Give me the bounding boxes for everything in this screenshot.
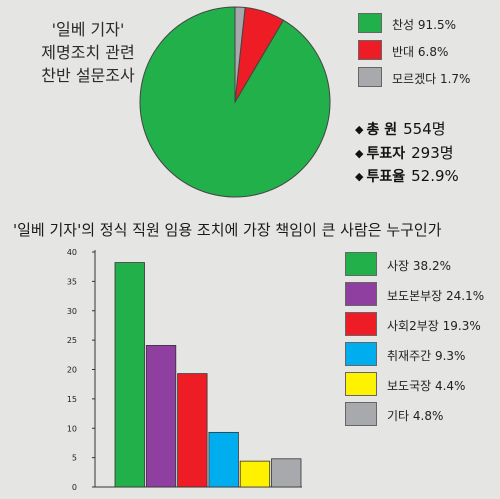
y-tick-label: 20: [67, 366, 77, 375]
legend-label: 보도본부장 24.1%: [387, 289, 485, 303]
pie-title-line: '일베 기자': [51, 20, 125, 39]
legend-label: 반대 6.8%: [392, 45, 449, 59]
stat-row-voters: ◆ 투표자 293명: [355, 142, 459, 166]
bar: [208, 431, 239, 488]
y-tick-label: 0: [72, 483, 77, 492]
legend-swatch: [358, 67, 382, 87]
bar: [177, 373, 208, 488]
legend-swatch: [345, 372, 377, 396]
stat-value: 293명: [411, 144, 454, 162]
stat-value: 554명: [403, 120, 446, 138]
y-tick-label: 40: [67, 248, 77, 257]
legend-swatch: [358, 40, 382, 60]
y-tick-label: 5: [72, 454, 77, 463]
stat-value: 52.9%: [411, 167, 459, 185]
legend-swatch: [345, 402, 377, 426]
pie-chart-title: '일베 기자' 제명조치 관련 찬반 설문조사: [32, 18, 144, 87]
pie-chart-svg: [139, 6, 331, 198]
bar: [145, 345, 177, 488]
legend-swatch: [345, 342, 377, 366]
legend-swatch: [345, 312, 377, 336]
stat-label: 투표율: [366, 169, 406, 185]
vote-stats: ◆ 총 원 554명 ◆ 투표자 293명 ◆ 투표율 52.9%: [355, 118, 459, 190]
y-tick-label: 10: [67, 424, 77, 433]
stat-label: 총 원: [366, 122, 398, 138]
bar-chart-svg: 0 5 10 15 20 25 30 35 40: [67, 248, 302, 492]
bar: [271, 458, 302, 488]
pie-chart: [134, 3, 334, 200]
y-tick-label: 15: [67, 395, 77, 404]
legend-label: 기타 4.8%: [387, 409, 444, 423]
legend-swatch: [345, 282, 377, 306]
pie-slice: [234, 6, 246, 103]
pie-title-line: 찬반 설문조사: [41, 66, 135, 85]
bar-chart: 0 5 10 15 20 25 30 35 40: [40, 245, 310, 495]
legend-label: 모르겠다 1.7%: [392, 72, 471, 86]
diamond-bullet-icon: ◆: [355, 170, 364, 183]
y-tick-label: 25: [67, 336, 77, 345]
legend-label: 사장 38.2%: [387, 259, 452, 273]
bar-chart-title: '일베 기자'의 정식 직원 임용 조치에 가장 책임이 큰 사람은 누구인가: [13, 221, 442, 239]
pie-title-line: 제명조치 관련: [41, 43, 135, 62]
stat-row-total: ◆ 총 원 554명: [355, 118, 459, 142]
legend-swatch: [345, 252, 377, 276]
stat-label: 투표자: [366, 146, 406, 162]
bar: [239, 460, 271, 488]
diamond-bullet-icon: ◆: [355, 147, 364, 160]
legend-label: 취재주간 9.3%: [387, 349, 466, 363]
bar: [114, 262, 145, 488]
y-tick-label: 30: [67, 307, 77, 316]
diamond-bullet-icon: ◆: [355, 123, 364, 136]
y-tick-label: 35: [67, 277, 77, 286]
legend-label: 찬성 91.5%: [392, 18, 457, 32]
legend-label: 사회2부장 19.3%: [387, 319, 481, 333]
stat-row-turnout: ◆ 투표율 52.9%: [355, 166, 459, 190]
legend-swatch: [358, 13, 382, 33]
legend-label: 보도국장 4.4%: [387, 379, 466, 393]
